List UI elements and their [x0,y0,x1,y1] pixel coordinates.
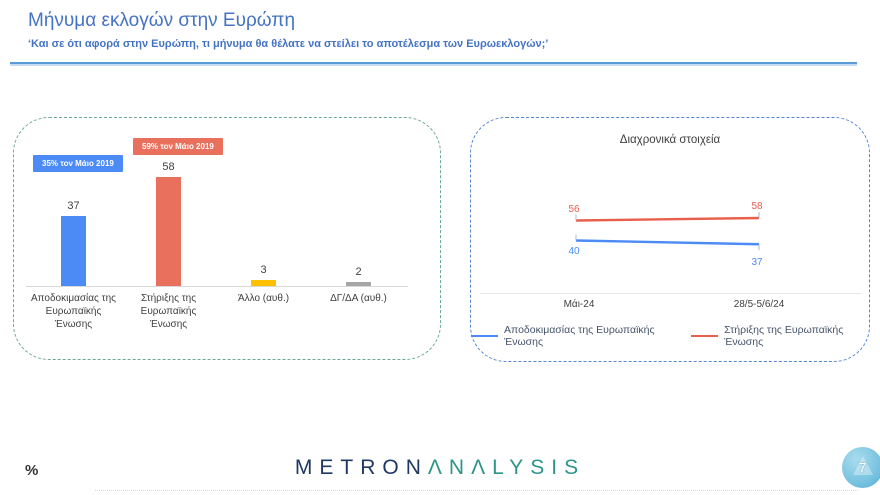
category-label-row: Αποδοκιμασίας της Ευρωπαϊκής Ένωσης Στήρ… [26,292,406,331]
bar-chart-panel: 35% τον Μάιο 2019 59% τον Μάιο 2019 37 5… [13,117,441,360]
bar-row: 37 58 3 2 [26,148,406,286]
page-number: 7 [858,460,867,475]
category-label: Στήριξης της Ευρωπαϊκής Ένωσης [140,293,197,330]
trend-lines-svg [575,212,760,251]
metron-analysis-logo: METRONΛNΛLYSIS [0,456,880,480]
bar-group: 37 [26,200,121,286]
bar [346,282,371,286]
logo-analysis-text: ΛNΛLYSIS [427,456,586,479]
bar-group: 58 [121,161,216,286]
bar-value-label: 2 [355,266,362,278]
legend: Αποδοκιμασίας της Ευρωπαϊκής Ένωσης Στήρ… [471,324,869,348]
page-subtitle: ‘Και σε ότι αφορά στην Ευρώπη, τι μήνυμα… [28,38,549,50]
point-value-label: 58 [751,201,763,212]
point-value-label: 37 [751,257,763,269]
bar [61,216,86,286]
legend-line-swatch [471,334,498,338]
header-divider [10,62,857,64]
footer-divider [95,490,858,491]
bar [156,177,181,286]
legend-label: Στήριξης της Ευρωπαϊκής Ένωσης [724,324,844,348]
annotation-callout: 59% τον Μάιο 2019 [133,138,223,155]
x-axis-label: Μάι-24 [563,299,595,310]
point-value-label: 56 [568,203,580,215]
gridline [480,293,861,294]
page-number-badge: 7 [842,447,880,488]
bar-value-label: 37 [67,200,80,212]
triangle-logo-icon [853,456,873,475]
page-title: Μήνυμα εκλογών στην Ευρώπη [28,10,296,31]
category-label: Αποδοκιμασίας της Ευρωπαϊκής Ένωσης [31,293,116,330]
bar-group: 3 [216,264,311,286]
trend-chart-panel: Διαχρονικά στοιχεία Μάι-24 28/5-5/6/24 Α… [470,117,870,362]
annotation-callout: 35% τον Μάιο 2019 [33,155,123,172]
category-label: ΔΓ/ΔΑ (αυθ.) [330,293,387,304]
legend-item: Αποδοκιμασίας της Ευρωπαϊκής Ένωσης [471,324,677,348]
bar-value-label: 58 [162,161,175,173]
logo-metron-text: METRON [294,456,428,479]
point-value-label: 40 [568,245,580,257]
legend-item: Στήριξης της Ευρωπαϊκής Ένωσης [691,324,869,348]
bar-group: 2 [311,266,406,286]
bar [251,280,276,286]
x-axis-line [26,286,408,287]
legend-line-swatch [691,334,719,338]
category-label: Άλλο (αυθ.) [237,293,290,304]
trend-chart-title: Διαχρονικά στοιχεία [619,134,721,146]
bar-value-label: 3 [260,264,267,276]
x-axis-label: 28/5-5/6/24 [733,299,785,310]
legend-label: Αποδοκιμασίας της Ευρωπαϊκής Ένωσης [503,324,655,348]
percent-unit-label: % [25,462,39,479]
